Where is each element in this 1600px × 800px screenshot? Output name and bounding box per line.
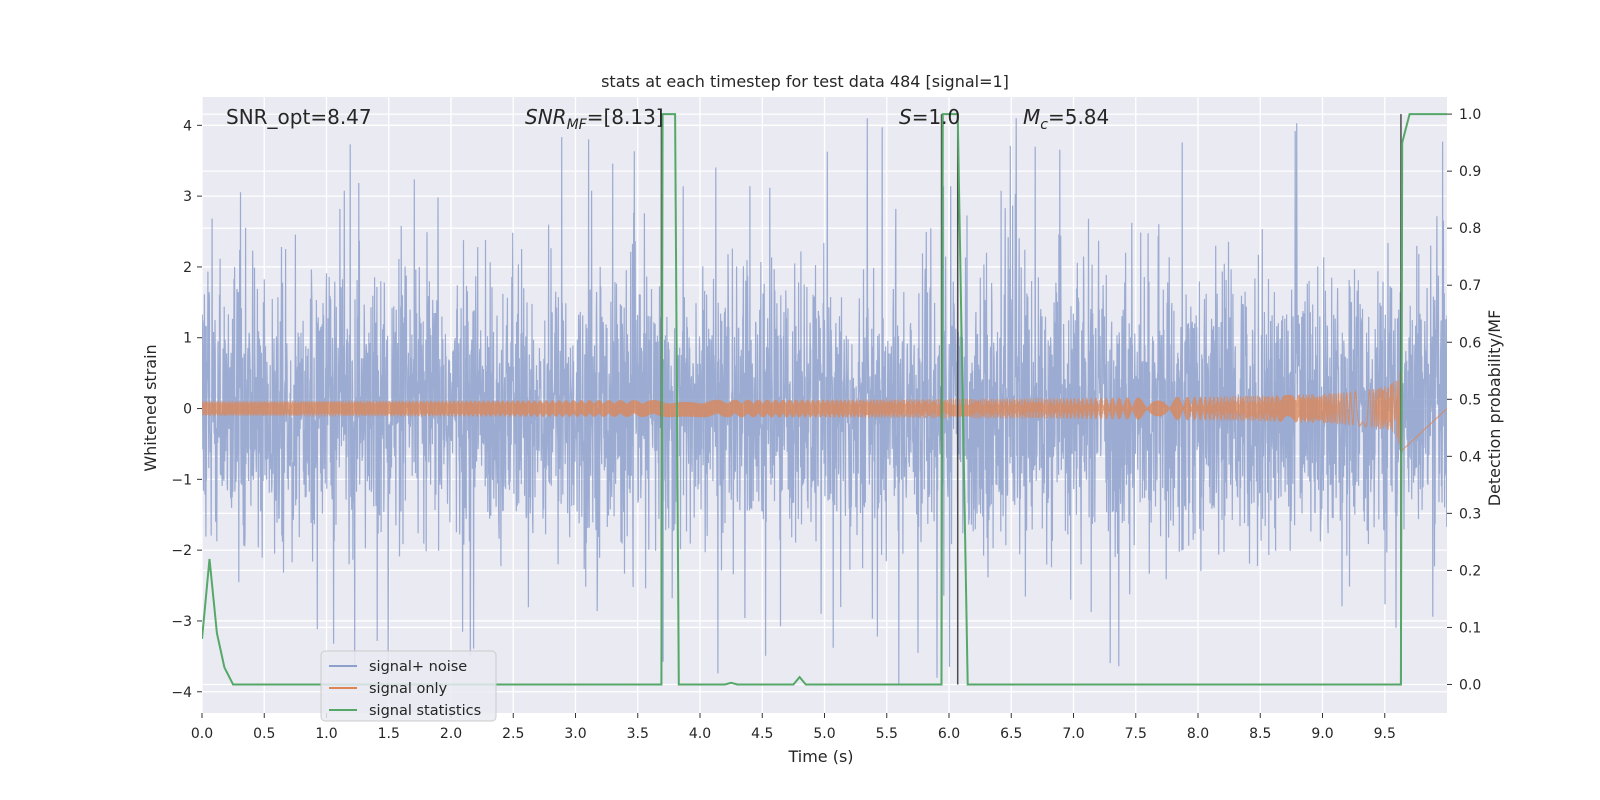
annotation-suffix: =[8.13] [587, 105, 664, 129]
y-tick-label: 0 [183, 402, 192, 418]
annotation-prefix: S [899, 105, 912, 129]
y2-tick-label: 0.6 [1459, 335, 1481, 351]
annotation-0: SNR_opt=8.47 [226, 105, 372, 129]
x-tick-label: 9.5 [1374, 726, 1396, 742]
annotation-subscript: MF [567, 117, 588, 133]
y-tick-label: 4 [183, 118, 192, 134]
x-tick-label: 7.0 [1062, 726, 1084, 742]
y-tick-label: −1 [171, 472, 192, 488]
x-tick-label: 0.5 [253, 726, 275, 742]
x-tick-label: 1.0 [315, 726, 337, 742]
legend-label: signal statistics [369, 703, 481, 719]
x-tick-label: 1.5 [378, 726, 400, 742]
x-tick-label: 8.5 [1249, 726, 1271, 742]
legend: signal+ noise signal only signal statistic… [320, 650, 497, 722]
x-tick-label: 2.5 [502, 726, 524, 742]
plot-area [201, 97, 1447, 713]
y-tick-label: −3 [171, 614, 192, 630]
annotation-2: S=1.0 [899, 105, 960, 129]
annotation-1: SNRMF=[8.13] [525, 105, 664, 133]
y2-tick-label: 0.7 [1459, 278, 1481, 294]
y-tick-label: −4 [171, 685, 192, 701]
annotation-suffix: =5.84 [1048, 105, 1109, 129]
x-tick-label: 4.0 [689, 726, 711, 742]
x-tick-label: 3.5 [627, 726, 649, 742]
annotation-subscript: c [1040, 117, 1048, 133]
x-tick-label: 5.5 [876, 726, 898, 742]
legend-label: signal+ noise [369, 659, 467, 675]
y2-tick-label: 0.8 [1459, 221, 1481, 237]
x-tick-label: 3.0 [564, 726, 586, 742]
x-tick-label: 5.0 [813, 726, 835, 742]
annotation-prefix: SNR [525, 105, 567, 129]
y2-tick-label: 1.0 [1459, 107, 1481, 123]
annotation-prefix: SNR_opt= [226, 105, 327, 129]
y2-tick-label: 0.2 [1459, 563, 1481, 579]
y2-tick-label: 0.9 [1459, 164, 1481, 180]
x-axis-label: Time (s) [787, 747, 853, 766]
x-tick-label: 8.0 [1187, 726, 1209, 742]
y-tick-label: 2 [183, 260, 192, 276]
x-tick-label: 6.0 [938, 726, 960, 742]
annotation-suffix: =1.0 [912, 105, 961, 129]
x-tick-label: 6.5 [1000, 726, 1022, 742]
y-axis-label: Whitened strain [141, 344, 160, 471]
x-tick-label: 7.5 [1125, 726, 1147, 742]
y-tick-label: 3 [183, 189, 192, 205]
y2-tick-label: 0.1 [1459, 620, 1481, 636]
x-tick-label: 0.0 [191, 726, 213, 742]
y2-tick-label: 0.3 [1459, 506, 1481, 522]
legend-box [320, 650, 497, 722]
y-tick-label: 1 [183, 331, 192, 347]
x-tick-label: 9.0 [1311, 726, 1333, 742]
y2-tick-label: 0.0 [1459, 677, 1481, 693]
axes: 0.0 0.5 1.0 1.5 2.0 2.5 3.0 3.5 4.0 4.5 5.0 5.5 6.0 6… [171, 107, 1481, 742]
annotation-3: Mc=5.84 [1023, 105, 1109, 133]
y2-axis-label: Detection probability/MF [1485, 310, 1504, 507]
annotation-value: 8.47 [327, 105, 372, 129]
x-tick-label: 2.0 [440, 726, 462, 742]
annotations: SNR_opt=8.47 SNRMF=[8.13] S=1.0 Mc=5.84 [226, 105, 1109, 133]
x-tick-label: 4.5 [751, 726, 773, 742]
chart-title: stats at each timestep for test data 484… [601, 72, 1009, 91]
series-signal-noise-line [202, 118, 1447, 685]
series-signal-only-line [202, 371, 1447, 452]
legend-label: signal only [369, 681, 448, 697]
y2-tick-label: 0.5 [1459, 392, 1481, 408]
y2-tick-label: 0.4 [1459, 449, 1481, 465]
y-tick-label: −2 [171, 543, 192, 559]
annotation-prefix: M [1023, 105, 1040, 129]
